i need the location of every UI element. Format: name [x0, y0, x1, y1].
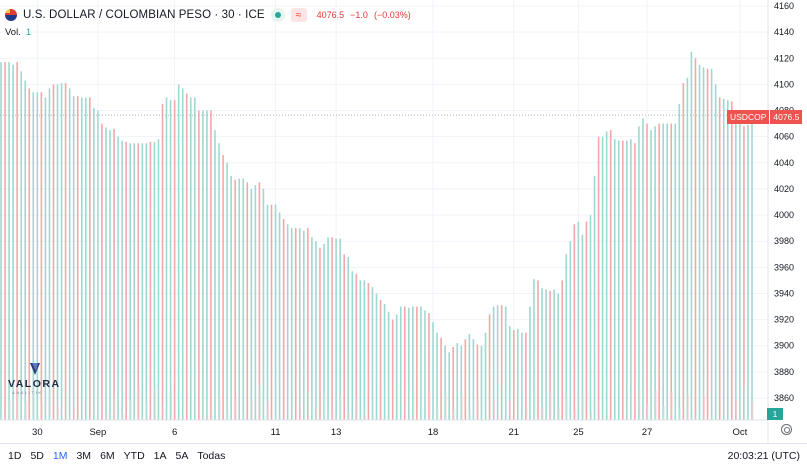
valora-logo-icon: [30, 363, 40, 375]
y-tick-label: 3900: [774, 341, 794, 351]
volume-label: Vol.: [5, 27, 21, 38]
volume-badge: 1: [767, 408, 783, 420]
price-change: −1.0: [350, 10, 368, 20]
bottom-toolbar: 1D 5D 1M 3M 6M YTD 1A 5A Todas 20:03:21 (UTC): [0, 443, 807, 466]
timeframe-button-1d[interactable]: 1D: [8, 450, 22, 462]
price-tag-value: 4076.5: [770, 110, 803, 124]
watermark-subtitle: ANALITIK: [12, 390, 43, 395]
timeframe-button-todas[interactable]: Todas: [197, 450, 226, 462]
y-tick-label: 3880: [774, 367, 794, 377]
market-status-icon[interactable]: [270, 8, 285, 22]
y-tick-label: 4100: [774, 79, 794, 89]
y-tick-label: 3960: [774, 262, 794, 272]
x-tick-label: 30: [32, 427, 43, 438]
last-price: 4076.5: [316, 10, 345, 20]
settings-gear-icon[interactable]: [781, 424, 792, 435]
x-tick-label: 6: [172, 427, 177, 438]
us-flag-icon: [5, 9, 17, 21]
x-tick-label: 11: [271, 427, 281, 438]
approx-data-icon[interactable]: ≈: [290, 8, 307, 22]
price-change-pct: (−0.03%): [373, 10, 411, 20]
current-price-tag: USDCOP 4076.5: [727, 110, 803, 124]
x-tick-label: Sep: [89, 427, 106, 438]
y-tick-label: 3920: [774, 315, 794, 325]
watermark-name: VALORA: [8, 378, 61, 390]
price-chart[interactable]: 4160414041204100408040604040402040003980…: [0, 0, 807, 443]
symbol-title[interactable]: U.S. DOLLAR / COLOMBIAN PESO · 30 · ICE: [23, 9, 265, 21]
x-tick-label: 27: [642, 427, 653, 438]
volume-value: 1: [25, 27, 32, 38]
timeframe-button-5d[interactable]: 5D: [30, 450, 44, 462]
y-tick-label: 4060: [774, 132, 794, 142]
utc-clock[interactable]: 20:03:21 (UTC): [727, 450, 800, 462]
timeframe-button-ytd[interactable]: YTD: [123, 450, 145, 462]
x-tick-label: Oct: [732, 427, 747, 438]
y-tick-label: 4140: [774, 27, 794, 37]
y-tick-label: 3860: [774, 393, 794, 403]
x-tick-label: 18: [428, 427, 439, 438]
timeframe-button-5a[interactable]: 5A: [175, 450, 189, 462]
chart-legend: U.S. DOLLAR / COLOMBIAN PESO · 30 · ICE …: [0, 0, 770, 42]
y-tick-label: 4020: [774, 184, 794, 194]
timeframe-button-1m[interactable]: 1M: [52, 450, 68, 462]
y-tick-label: 4120: [774, 53, 794, 63]
y-tick-label: 4000: [774, 210, 794, 220]
price-tag-symbol: USDCOP: [727, 110, 770, 124]
x-tick-label: 25: [573, 427, 584, 438]
y-tick-label: 4160: [774, 1, 794, 11]
x-tick-label: 13: [331, 427, 342, 438]
symbol-title-row: U.S. DOLLAR / COLOMBIAN PESO · 30 · ICE …: [5, 6, 411, 24]
y-tick-label: 3940: [774, 288, 794, 298]
y-tick-label: 3980: [774, 236, 794, 246]
quote-values: 4076.5 −1.0 (−0.03%): [317, 10, 411, 20]
timeframe-button-3m[interactable]: 3M: [76, 450, 92, 462]
timeframe-selector: 1D 5D 1M 3M 6M YTD 1A 5A Todas: [8, 450, 225, 462]
x-tick-label: 21: [508, 427, 519, 438]
timeframe-button-1a[interactable]: 1A: [153, 450, 167, 462]
timeframe-button-6m[interactable]: 6M: [100, 450, 115, 462]
y-tick-label: 4040: [774, 158, 794, 168]
volume-legend[interactable]: Vol. 1: [5, 27, 31, 38]
